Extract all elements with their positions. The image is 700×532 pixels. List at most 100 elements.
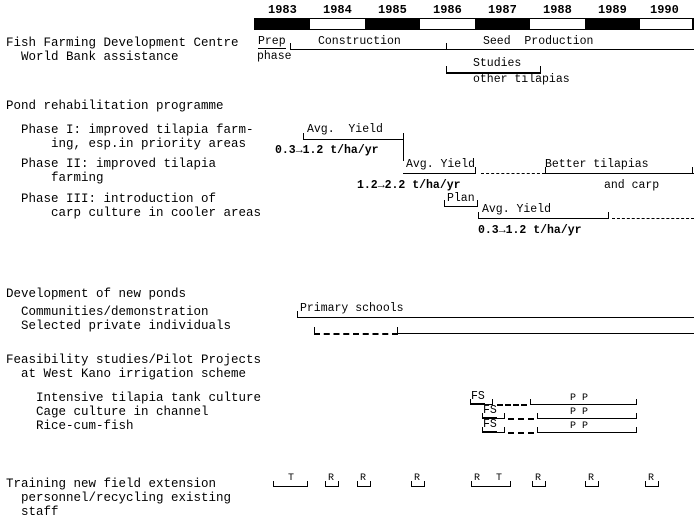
training-marker-2-label: R (328, 473, 335, 484)
phase2-yield-value: 1.2→2.2 t/ha/yr (357, 179, 461, 192)
training-marker-8-label: R (588, 473, 595, 484)
training-marker-5-bar (471, 486, 511, 487)
gap-dashed-rice (508, 432, 534, 434)
bar-cap-plan-end (477, 200, 478, 207)
training-marker-7-cap-start (532, 481, 533, 487)
row-label-training-line1: Training new field extension (6, 477, 217, 491)
bar-cap-fs-rice-end (504, 427, 505, 433)
training-marker-4-label: R (414, 473, 421, 484)
bar-cap-pp-rice-start (537, 427, 538, 433)
studies-label: Studies (473, 57, 522, 70)
phase1-yield-bar (303, 139, 404, 140)
pp-bar-tank (530, 404, 637, 405)
phase2-avg-yield-label: Avg. Yield (406, 158, 476, 171)
primary-schools-bar (297, 317, 694, 318)
phase1-yield-value: 0.3→1.2 t/ha/yr (275, 144, 379, 157)
row-label-cage-culture-in-channel: Cage culture in channel (6, 405, 209, 419)
bar-cap-phase2-end (475, 167, 476, 174)
row-label-phase-3-line2: carp culture in cooler areas (6, 206, 262, 220)
training-marker-9-label: R (648, 473, 655, 484)
bar-cap-pp-tank-end (636, 399, 637, 405)
phase3-yield-value: 0.3→1.2 t/ha/yr (478, 224, 582, 237)
row-label-training-line3: staff (6, 505, 59, 519)
plan-label: Plan (447, 192, 475, 205)
pp-label-tank: P P (570, 393, 589, 404)
training-marker-3-bar (357, 486, 371, 487)
timeline-year-axis (254, 18, 694, 30)
phase2-yield-bar (403, 173, 476, 174)
phase2-gap-dashed (481, 173, 545, 174)
fs-bar-cage (482, 418, 505, 419)
row-label-west-kano: at West Kano irrigation scheme (6, 367, 247, 381)
pp-label-rice: P P (570, 421, 589, 432)
bar-cap-construction-start (290, 43, 291, 50)
bar-cap-fs-cage-end (504, 413, 505, 419)
bar-cap-fs-tank-end (492, 399, 493, 405)
training-marker-8-cap-end (598, 481, 599, 487)
row-label-phase-1-line1: Phase I: improved tilapia farm- (6, 123, 254, 137)
training-marker-3-label: R (360, 473, 367, 484)
bar-cap-fs-cage-start (482, 413, 483, 419)
training-marker-9-cap-end (658, 481, 659, 487)
year-cell-1984 (310, 19, 365, 29)
bar-cap-phase3-start (478, 212, 479, 219)
gap-dashed-tank (497, 404, 527, 406)
bar-cap-private-individuals-start (314, 327, 315, 334)
fs-label-tank: FS (471, 390, 485, 404)
year-cell-1988 (530, 19, 585, 29)
row-label-selected-private-individuals: Selected private individuals (6, 319, 232, 333)
section-heading-pond-rehabilitation: Pond rehabilitation programme (6, 99, 224, 113)
bar-cap-studies-start (446, 66, 447, 73)
phase3-tail-dashed (612, 218, 694, 219)
primary-schools-label: Primary schools (300, 302, 404, 315)
training-marker-5-cap-start (471, 481, 472, 487)
training-marker-7-cap-end (545, 481, 546, 487)
plan-bar (444, 206, 478, 207)
better-tilapias-label: Better tilapias (545, 158, 649, 171)
training-marker-4-cap-start (411, 481, 412, 487)
row-label-rice-cum-fish: Rice-cum-fish (6, 419, 134, 433)
training-marker-5-label: R (474, 473, 481, 484)
phase3-yield-bar (478, 218, 609, 219)
training-marker-6-label: T (496, 473, 503, 484)
training-marker-4-cap-end (424, 481, 425, 487)
training-marker-1-label: T (288, 473, 295, 484)
private-individuals-solid-bar (397, 333, 694, 334)
bar-cap-fs-rice-start (482, 427, 483, 433)
year-label-1985: 1985 (378, 3, 407, 17)
pp-bar-rice (537, 432, 637, 433)
row-label-world-bank-assistance: World Bank assistance (6, 50, 179, 64)
training-marker-3-cap-end (370, 481, 371, 487)
training-marker-9-cap-start (645, 481, 646, 487)
section-heading-feasibility-studies: Feasibility studies/Pilot Projects (6, 353, 262, 367)
fs-label-cage: FS (483, 404, 497, 418)
phase1-avg-yield-label: Avg. Yield (307, 123, 383, 136)
fs-bar-rice (482, 432, 505, 433)
construction-label: Construction (318, 35, 401, 48)
other-tilapias-label: other tilapias (473, 73, 570, 86)
year-label-1990: 1990 (650, 3, 679, 17)
bar-cap-primary-schools-start (297, 311, 298, 318)
training-marker-9-bar (645, 486, 659, 487)
studies-other-tilapias-bar (446, 72, 541, 74)
bar-cap-pp-rice-end (636, 427, 637, 433)
bar-cap-better-tilapias-start (545, 167, 546, 174)
pp-bar-cage (537, 418, 637, 419)
row-label-fish-farming-development-centre: Fish Farming Development Centre (6, 36, 239, 50)
bar-cap-fs-tank-start (470, 399, 471, 405)
bar-cap-private-individuals-mid (397, 327, 398, 334)
and-carp-label: and carp (604, 179, 660, 192)
row-label-phase-3-line1: Phase III: introduction of (6, 192, 217, 206)
training-marker-1-cap-start (273, 481, 274, 487)
bar-cap-better-tilapias-end (692, 167, 693, 174)
private-individuals-dashed-bar (314, 333, 398, 335)
training-marker-2-bar (325, 486, 339, 487)
fs-label-rice: FS (483, 418, 497, 432)
year-cell-1986 (420, 19, 475, 29)
bar-cap-studies-end (540, 66, 541, 73)
training-marker-4-bar (411, 486, 425, 487)
bar-cap-plan-start (444, 200, 445, 207)
year-label-1984: 1984 (323, 3, 352, 17)
construction-seed-production-bar (290, 49, 694, 50)
bar-cap-phase1-end (403, 133, 404, 161)
